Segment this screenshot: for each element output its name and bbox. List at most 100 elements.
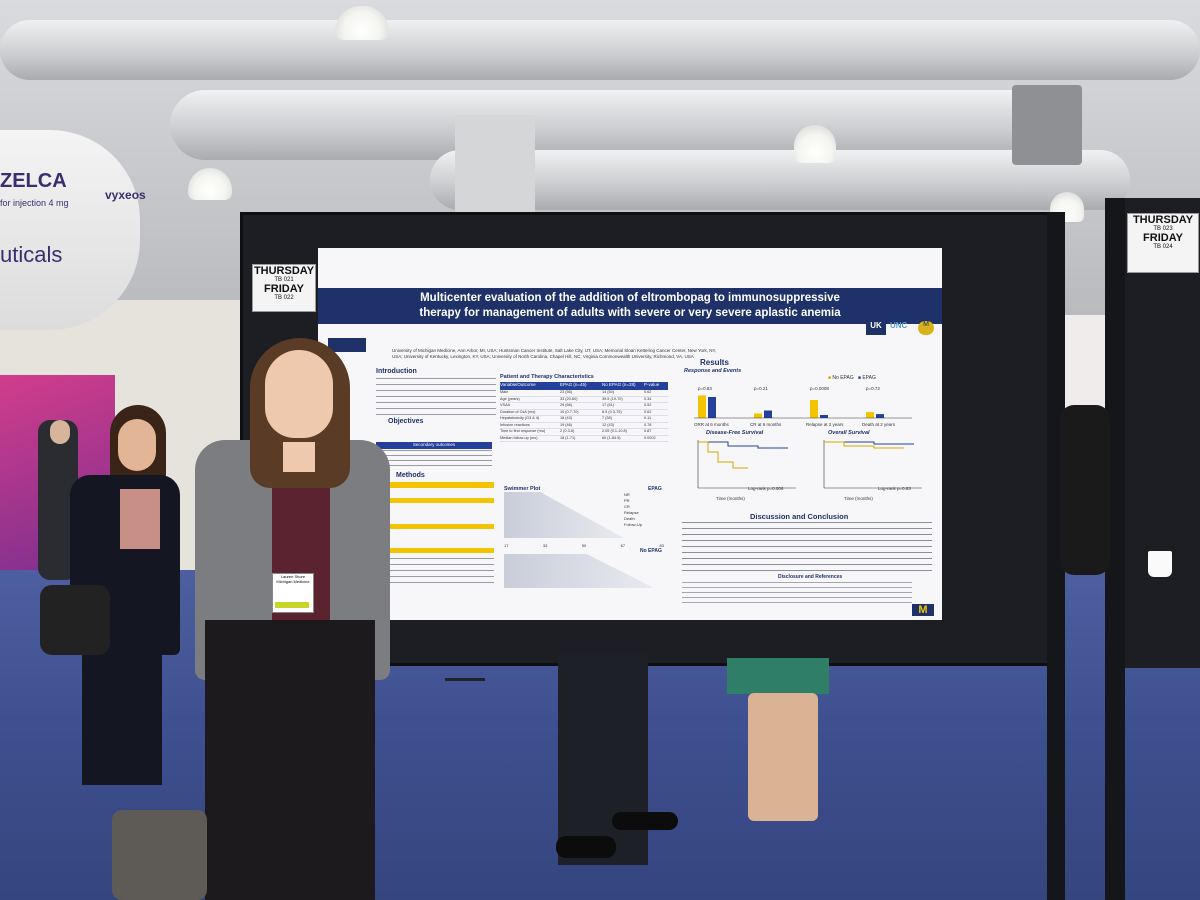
swimmer-plot-noepag bbox=[504, 554, 654, 588]
top bbox=[120, 489, 160, 549]
introduction-text bbox=[376, 378, 496, 418]
section-introduction: Introduction bbox=[376, 368, 417, 375]
person-background-head bbox=[50, 420, 70, 444]
presenter-face bbox=[265, 350, 333, 438]
table-cell: 33 (20-60) bbox=[560, 396, 578, 401]
category-label: Relapse at 2 years bbox=[806, 422, 844, 427]
bar-no-epag bbox=[754, 413, 762, 418]
category-label: Death at 2 years bbox=[862, 422, 896, 427]
os-km-curve bbox=[823, 440, 922, 489]
presenter-pants bbox=[205, 620, 375, 900]
bag-on-floor bbox=[112, 810, 207, 900]
affiliations: University of Michigan Medicine, Ann Arb… bbox=[392, 348, 717, 359]
section-discussion: Discussion and Conclusion bbox=[750, 512, 849, 521]
person-right bbox=[1060, 405, 1110, 575]
table-cell: 8.5 (0.3-79) bbox=[602, 409, 622, 414]
os-pvalue: Log-rank p=0.83 bbox=[878, 486, 911, 491]
booth-company-text: uticals bbox=[0, 242, 63, 267]
secondary-outcomes-header: Secondary outcomes bbox=[376, 442, 492, 449]
category-label: CR at 6 months bbox=[750, 422, 782, 427]
table-cell: 19 (46) bbox=[560, 422, 573, 427]
presenter-neck bbox=[283, 442, 315, 472]
poster-title-line-2: therapy for management of adults with se… bbox=[419, 307, 841, 319]
os-xlabel: Time (months) bbox=[844, 496, 873, 501]
michigan-logo bbox=[328, 338, 366, 352]
swimmer-axis: 17 33 50 67 83 bbox=[504, 543, 664, 549]
table-cell: 17 (61) bbox=[602, 403, 615, 407]
p-value-label: p=0.21 bbox=[754, 386, 768, 391]
unc-logo: UNC bbox=[890, 321, 908, 330]
table-cell: Median follow-up (mo) bbox=[500, 435, 538, 440]
bar-no-epag bbox=[698, 395, 706, 418]
bar-epag bbox=[708, 397, 716, 418]
table-header-pvalue: P-value bbox=[644, 382, 660, 387]
table-cell: 0.52 bbox=[644, 403, 652, 407]
board-post bbox=[1047, 212, 1065, 900]
swimmer-legend-item: NR bbox=[624, 492, 630, 497]
sign-code-1: TB 021 bbox=[274, 277, 294, 283]
sign-code-2: TB 024 bbox=[1153, 244, 1173, 250]
bar-no-epag bbox=[810, 400, 818, 418]
section-os: Overall Survival bbox=[828, 430, 870, 436]
face bbox=[118, 419, 156, 471]
table-header-epag: EPAG (n=45) bbox=[560, 382, 587, 387]
pants bbox=[82, 645, 162, 785]
legend-noepag: No EPAG bbox=[832, 375, 854, 381]
cart-wheels bbox=[445, 648, 485, 681]
person-skirt bbox=[727, 658, 829, 694]
table-cell: Duration of CsA (mo) bbox=[500, 409, 536, 414]
characteristics-table: Variable/Outcome EPAG (n=45) No EPAG (n=… bbox=[500, 382, 668, 442]
shoe bbox=[556, 836, 616, 858]
section-disclosure: Disclosure and References bbox=[778, 574, 843, 580]
table-row: Male 23 (56) 14 (50) 0.62 bbox=[500, 390, 668, 397]
paper-cup bbox=[1148, 551, 1172, 577]
sign-code-1: TB 023 bbox=[1153, 226, 1173, 232]
dfs-pvalue: Log-rank p=0.006 bbox=[748, 486, 784, 491]
section-swimmer-plot: Swimmer Plot bbox=[504, 486, 541, 492]
legend-epag: EPAG bbox=[862, 375, 876, 381]
table-cell: 0.0002 bbox=[644, 435, 656, 440]
swimmer-tick: 67 bbox=[620, 543, 626, 548]
table-row: Time to first response (mo) 2 (0.3-6) 2.05… bbox=[500, 429, 668, 436]
booth-display: ZELCA for injection 4 mg vyxeos uticals bbox=[0, 130, 146, 330]
table-cell: 2 (0.3-6) bbox=[560, 429, 575, 433]
swimmer-legend-item: Follow-Up bbox=[624, 522, 643, 527]
pendant-lamp bbox=[335, 6, 389, 40]
section-patient-characteristics: Patient and Therapy Characteristics bbox=[500, 374, 594, 380]
methods-bar bbox=[376, 498, 494, 503]
table-cell: 23 (56) bbox=[560, 390, 573, 394]
table-header-variable: Variable/Outcome bbox=[500, 382, 536, 387]
sign-day-1: THURSDAY bbox=[253, 265, 315, 277]
table-cell: 10 (0.7-70) bbox=[560, 409, 579, 414]
pendant-lamp bbox=[188, 168, 232, 200]
table-cell: 39.5 (19-70) bbox=[602, 396, 623, 401]
chart-legend: ■ No EPAG ■ EPAG bbox=[828, 375, 876, 381]
p-value-label: p=0.83 bbox=[698, 386, 712, 391]
section-response-events: Response and Events bbox=[684, 368, 742, 374]
air-duct bbox=[0, 20, 1200, 80]
sign-day-1: THURSDAY bbox=[1132, 214, 1194, 226]
pendant-lamp bbox=[794, 125, 836, 163]
booth-brand2-text: vyxeos bbox=[105, 188, 146, 202]
table-cell: 12 (43) bbox=[602, 422, 615, 427]
sign-day-2: FRIDAY bbox=[264, 283, 304, 295]
sign-code-2: TB 022 bbox=[274, 295, 294, 301]
person-left bbox=[40, 405, 180, 805]
booth-brand-text: ZELCA bbox=[0, 170, 67, 192]
handbag bbox=[40, 585, 110, 655]
bar-no-epag bbox=[866, 412, 874, 418]
table-header-noepag: No EPAG (n=28) bbox=[602, 382, 636, 387]
section-methods: Methods bbox=[396, 472, 425, 479]
category-label: ORR at 6 months bbox=[694, 422, 730, 427]
references-text bbox=[682, 582, 912, 604]
methods-bar bbox=[376, 482, 494, 488]
table-row: Median follow-up (mo) 18 (1-71) 60 (1-84.5… bbox=[500, 435, 668, 442]
poster-title: Multicenter evaluation of the addition o… bbox=[318, 288, 942, 324]
swimmer-legend: NR PR CR Relapse Death Follow-Up bbox=[624, 492, 664, 528]
bar-epag bbox=[764, 410, 772, 418]
table-row: Infusion reactions 19 (46) 12 (43) 0.78 bbox=[500, 422, 668, 429]
section-objectives: Objectives bbox=[388, 418, 424, 425]
section-results: Results bbox=[700, 358, 729, 367]
table-cell: 18 (43) bbox=[560, 416, 573, 420]
person-legs bbox=[748, 693, 818, 821]
